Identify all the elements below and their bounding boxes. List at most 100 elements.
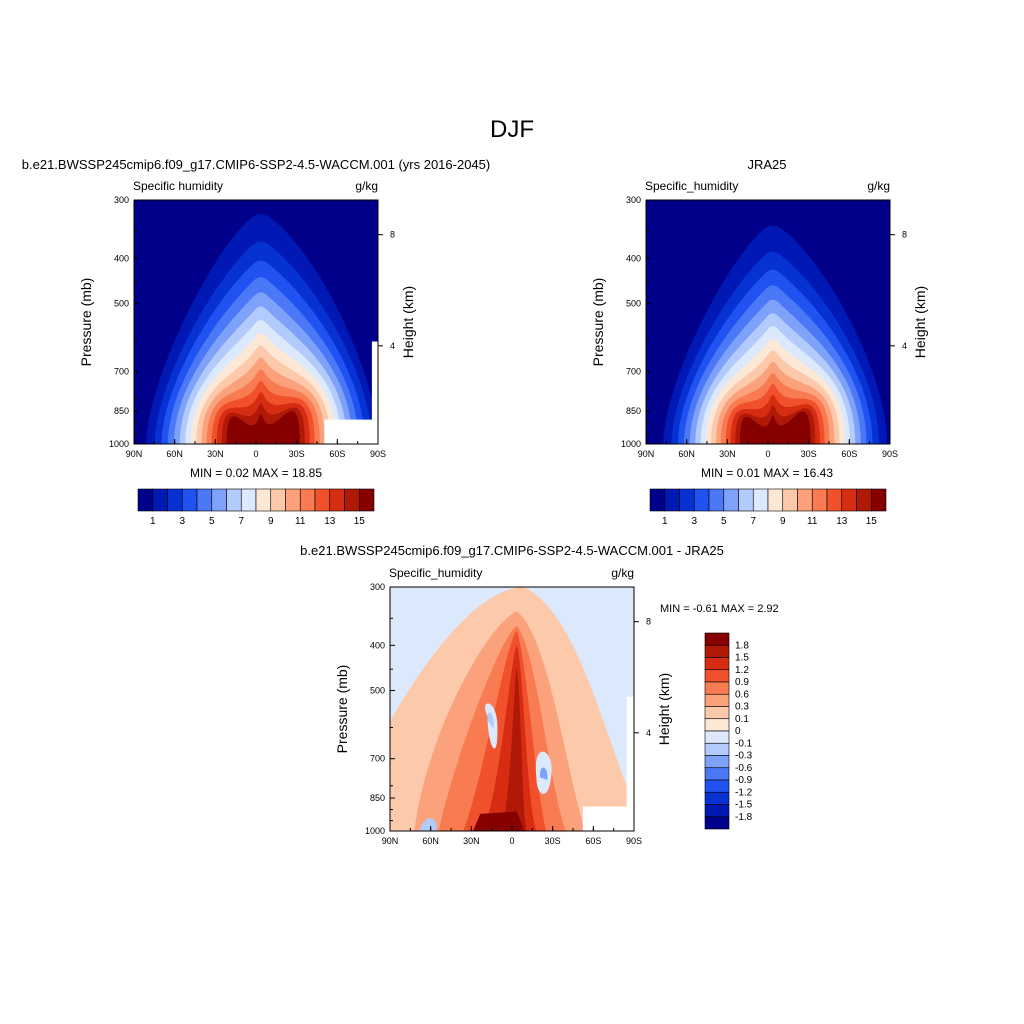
obs-colorbar-swatch <box>693 488 710 512</box>
obs-colorbar-swatch <box>723 488 739 512</box>
diff-negative-lobe-north-core <box>487 712 494 729</box>
diff-xtick-label: 30S <box>545 836 561 846</box>
model-xtick-label: 90S <box>370 449 386 459</box>
obs-colorbar-swatch <box>767 488 784 512</box>
obs-colorbar-swatch <box>664 488 680 512</box>
diff-ytick-label: 400 <box>370 640 385 650</box>
model-colorbar-swatch <box>196 488 213 512</box>
obs-ylabel: Pressure (mb) <box>590 278 606 367</box>
model-colorbar-label: 15 <box>354 516 366 527</box>
obs-ytick-label: 850 <box>626 406 641 416</box>
diff-colorbar-label: 0.3 <box>735 702 749 713</box>
model-y2tick-label: 8 <box>390 230 395 240</box>
model-xtick-label: 30N <box>207 449 224 459</box>
diff-ytick-label: 500 <box>370 686 385 696</box>
diff-contour-plot: 300 400 500 700 850 1000 8 4 90N 60N 30N 0 30S 60S 90S… <box>334 582 672 846</box>
model-ytick-label: 850 <box>114 406 129 416</box>
diff-colorbar-swatch <box>704 706 730 720</box>
model-xtick-label: 60N <box>166 449 183 459</box>
model-ytick-label: 1000 <box>109 439 129 449</box>
obs-units-label: g/kg <box>867 179 890 193</box>
obs-xtick-label: 0 <box>765 449 770 459</box>
obs-colorbar-swatch <box>752 488 769 512</box>
diff-colorbar-swatch <box>704 767 730 781</box>
model-colorbar-swatch <box>240 488 257 512</box>
model-panel-title: b.e21.BWSSP245cmip6.f09_g17.CMIP6-SSP2-4… <box>22 157 490 172</box>
diff-colorbar-label: -1.5 <box>735 800 753 811</box>
diff-colorbar-label: -1.2 <box>735 787 753 798</box>
model-ytick-label: 300 <box>114 195 129 205</box>
obs-colorbar-label: 5 <box>721 516 727 527</box>
diff-xtick-label: 60N <box>422 836 439 846</box>
obs-colorbar-swatch <box>679 488 695 512</box>
obs-ytick-label: 400 <box>626 253 641 263</box>
model-colorbar-swatch <box>358 488 375 512</box>
diff-colorbar-swatch <box>704 804 730 818</box>
model-colorbar-swatch <box>285 488 301 512</box>
diff-colorbar-label: 0 <box>735 726 741 737</box>
obs-colorbar-swatch <box>738 488 754 512</box>
model-colorbar: 1 3 5 7 9 11 13 15 <box>137 488 375 527</box>
model-colorbar-swatch <box>270 488 286 512</box>
obs-colorbar-swatch <box>782 488 798 512</box>
model-contour-level-15 <box>226 410 300 444</box>
model-y2label: Height (km) <box>400 286 416 358</box>
obs-xtick-label: 30N <box>719 449 736 459</box>
diff-y2tick-label: 4 <box>646 728 651 738</box>
model-y2tick-label: 4 <box>390 341 395 351</box>
obs-ytick-label: 300 <box>626 195 641 205</box>
model-colorbar-swatch <box>211 488 227 512</box>
diff-colorbar-swatch <box>704 730 730 744</box>
obs-panel-title: JRA25 <box>747 157 786 172</box>
model-ytick-label: 700 <box>114 367 129 377</box>
diff-colorbar-swatch <box>704 669 730 683</box>
model-colorbar-label: 11 <box>295 516 306 527</box>
obs-colorbar-label: 3 <box>691 516 697 527</box>
diff-ytick-label: 300 <box>370 582 385 592</box>
obs-panel: JRA25 Specific_humidity g/kg 30040050070… <box>590 157 928 527</box>
obs-colorbar-label: 9 <box>780 516 786 527</box>
obs-xtick-label: 30S <box>801 449 817 459</box>
model-panel: b.e21.BWSSP245cmip6.f09_g17.CMIP6-SSP2-4… <box>22 157 490 527</box>
obs-xtick-label: 60N <box>678 449 695 459</box>
diff-xtick-label: 90N <box>382 836 399 846</box>
diff-ytick-label: 1000 <box>365 826 385 836</box>
diff-negative-lobe-surface <box>419 818 437 831</box>
obs-colorbar-label: 15 <box>866 516 878 527</box>
obs-colorbar-label: 7 <box>750 516 756 527</box>
diff-colorbar-swatch <box>704 644 730 658</box>
model-colorbar-swatch <box>152 488 168 512</box>
diff-colorbar-label: 1.2 <box>735 665 749 676</box>
diff-colorbar-swatch <box>704 791 730 805</box>
diff-colorbar-swatch <box>704 816 730 830</box>
diff-missing-data-mask <box>582 806 634 831</box>
model-xtick-label: 0 <box>253 449 258 459</box>
obs-xtick-label: 90N <box>638 449 655 459</box>
model-contour-plot: 300 400 500 700 850 1000 8 4 90N 60N 30N 0 30S 60S 90S… <box>78 195 416 459</box>
diff-ytick-label: 850 <box>370 793 385 803</box>
obs-colorbar-label: 1 <box>662 516 668 527</box>
diff-panel: b.e21.BWSSP245cmip6.f09_g17.CMIP6-SSP2-4… <box>300 543 778 846</box>
obs-colorbar-swatch <box>649 488 666 512</box>
model-colorbar-swatch <box>167 488 183 512</box>
obs-colorbar-swatch <box>811 488 828 512</box>
model-units-label: g/kg <box>355 179 378 193</box>
diff-colorbar-label: -0.3 <box>735 751 753 762</box>
model-ylabel: Pressure (mb) <box>78 278 94 367</box>
obs-xtick-label: 90S <box>882 449 898 459</box>
model-colorbar-swatch <box>329 488 345 512</box>
model-colorbar-label: 3 <box>179 516 185 527</box>
diff-colorbar: 1.81.51.20.90.60.30.10-0.1-0.3-0.6-0.9-1… <box>704 632 753 830</box>
model-colorbar-label: 13 <box>324 516 336 527</box>
obs-colorbar-swatch <box>841 488 857 512</box>
obs-y2label: Height (km) <box>912 286 928 358</box>
diff-stats: MIN = -0.61 MAX = 2.92 <box>660 603 779 615</box>
obs-y2tick-label: 4 <box>902 341 907 351</box>
model-xtick-label: 30S <box>289 449 305 459</box>
diff-colorbar-label: 0.9 <box>735 677 749 688</box>
diff-xtick-label: 90S <box>626 836 642 846</box>
diff-ylabel: Pressure (mb) <box>334 665 350 754</box>
diff-contour-level-1p8 <box>472 811 525 831</box>
diff-contour-level-1p5 <box>502 667 527 831</box>
